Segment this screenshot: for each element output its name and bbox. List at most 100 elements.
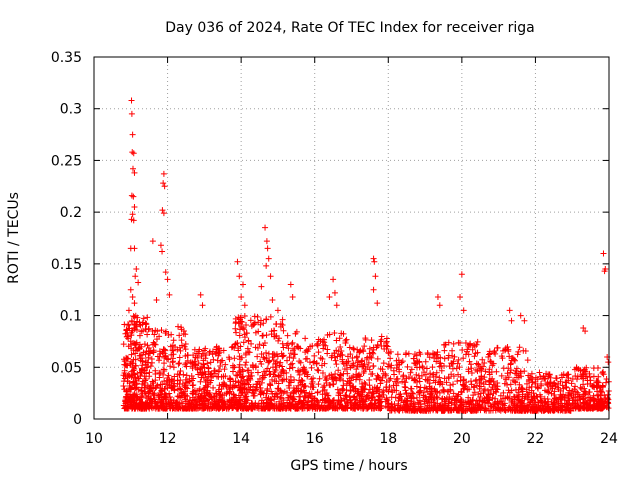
- data-point: [254, 345, 261, 352]
- data-point: [257, 321, 264, 328]
- data-point: [433, 351, 440, 358]
- data-point: [246, 349, 253, 356]
- data-point: [220, 379, 227, 386]
- data-point: [386, 383, 393, 390]
- data-point: [512, 379, 519, 386]
- data-point: [334, 386, 341, 393]
- data-point: [274, 353, 281, 360]
- data-point: [402, 351, 409, 358]
- data-point: [200, 374, 207, 381]
- data-point: [504, 370, 511, 377]
- data-point: [508, 399, 515, 406]
- data-point: [350, 394, 357, 401]
- data-point: [557, 395, 564, 402]
- data-point: [374, 355, 381, 362]
- data-point: [543, 405, 550, 412]
- data-point: [241, 334, 248, 341]
- data-point: [130, 347, 137, 354]
- data-point: [430, 399, 437, 406]
- data-point: [200, 361, 207, 367]
- data-point: [263, 390, 270, 397]
- data-point: [178, 399, 185, 406]
- data-point: [222, 361, 229, 368]
- data-point: [329, 376, 336, 383]
- data-point: [177, 377, 184, 384]
- data-point: [507, 361, 514, 368]
- data-point: [202, 371, 209, 377]
- data-point: [600, 250, 607, 257]
- data-point: [226, 384, 233, 391]
- data-point: [519, 407, 526, 414]
- data-point: [266, 381, 273, 388]
- data-point: [219, 357, 226, 364]
- data-point: [468, 369, 475, 376]
- data-point: [416, 407, 423, 414]
- data-point: [131, 324, 138, 331]
- data-point: [124, 321, 131, 328]
- data-point: [176, 393, 183, 400]
- data-point: [149, 385, 156, 392]
- data-point: [462, 399, 469, 406]
- data-point: [285, 394, 292, 401]
- data-point: [514, 351, 521, 358]
- data-point: [433, 358, 440, 365]
- data-point: [266, 404, 273, 411]
- data-point: [170, 364, 177, 371]
- data-point: [494, 344, 501, 351]
- data-point: [480, 381, 487, 388]
- data-point: [384, 343, 391, 350]
- data-point: [407, 392, 414, 399]
- data-point: [434, 407, 441, 414]
- data-point: [343, 380, 350, 387]
- data-point: [423, 385, 430, 392]
- data-point: [164, 276, 171, 283]
- data-point: [332, 405, 339, 412]
- data-point: [413, 383, 420, 390]
- data-point: [481, 405, 488, 412]
- data-point: [133, 391, 140, 398]
- data-point: [544, 381, 551, 388]
- data-point: [419, 363, 426, 370]
- data-point: [129, 364, 136, 371]
- data-point: [313, 341, 320, 348]
- data-point: [398, 359, 405, 366]
- data-point: [493, 385, 500, 392]
- data-point: [129, 165, 136, 172]
- data-point: [131, 322, 138, 329]
- data-point: [242, 322, 249, 329]
- data-point: [387, 355, 394, 362]
- data-point: [335, 398, 342, 405]
- data-point: [216, 392, 223, 399]
- data-point: [505, 387, 512, 394]
- data-point: [551, 406, 558, 413]
- data-point: [171, 386, 178, 393]
- data-point: [353, 366, 360, 373]
- data-point: [138, 384, 145, 391]
- data-point: [139, 378, 146, 385]
- data-point: [377, 380, 384, 387]
- data-point: [287, 350, 294, 357]
- data-point: [251, 313, 258, 320]
- data-point: [373, 404, 380, 411]
- data-point: [237, 397, 244, 404]
- data-point: [385, 361, 392, 368]
- data-point: [226, 356, 233, 363]
- data-point: [540, 375, 547, 382]
- data-point: [349, 355, 356, 362]
- data-point: [324, 332, 331, 339]
- data-point: [330, 276, 337, 283]
- data-point: [494, 400, 501, 407]
- data-point: [236, 273, 243, 280]
- data-point: [331, 397, 338, 404]
- data-point: [304, 371, 311, 378]
- data-point: [433, 388, 440, 395]
- data-point: [126, 385, 133, 392]
- data-point: [324, 346, 331, 353]
- data-point: [283, 376, 290, 383]
- data-point: [221, 392, 228, 399]
- data-point: [302, 382, 309, 389]
- data-point: [296, 358, 303, 365]
- data-point: [362, 402, 369, 409]
- data-point: [465, 366, 472, 373]
- data-point: [129, 149, 136, 156]
